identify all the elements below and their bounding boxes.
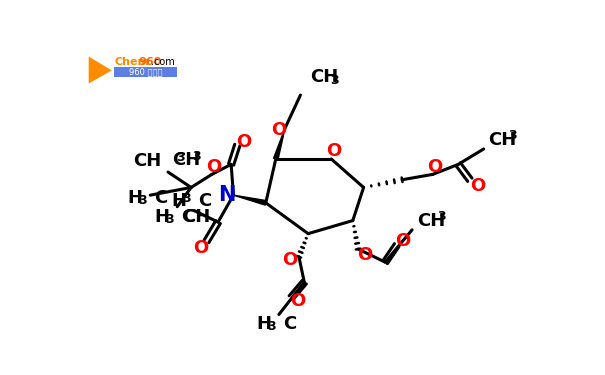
Text: C: C <box>283 315 296 333</box>
Text: O: O <box>193 238 208 256</box>
Text: O: O <box>326 142 341 160</box>
Text: 3: 3 <box>192 150 201 163</box>
Polygon shape <box>273 128 285 160</box>
Text: H: H <box>128 189 143 207</box>
Text: CH: CH <box>417 211 445 230</box>
Text: O: O <box>282 251 297 269</box>
Text: C: C <box>181 209 194 226</box>
Polygon shape <box>234 195 266 205</box>
Text: O: O <box>271 121 287 139</box>
Text: H: H <box>154 209 169 226</box>
Text: O: O <box>206 158 221 176</box>
Text: O: O <box>470 177 485 195</box>
Text: 3: 3 <box>330 74 338 87</box>
Text: H: H <box>256 315 271 333</box>
Text: C: C <box>154 189 168 207</box>
Text: CH: CH <box>310 68 338 86</box>
Text: C: C <box>198 192 211 210</box>
Text: O: O <box>290 292 305 310</box>
Text: CH: CH <box>134 152 162 170</box>
Text: 3: 3 <box>139 194 147 207</box>
Text: 3: 3 <box>183 192 191 206</box>
Text: CH: CH <box>182 209 210 226</box>
Text: .com: .com <box>151 57 175 67</box>
Text: O: O <box>357 246 372 264</box>
Text: CH: CH <box>172 151 201 169</box>
Text: 3: 3 <box>508 129 517 142</box>
Text: 960: 960 <box>139 57 162 67</box>
Text: 3: 3 <box>267 320 276 333</box>
Text: 3: 3 <box>176 151 185 164</box>
Text: 3: 3 <box>166 213 174 226</box>
Text: O: O <box>236 133 251 151</box>
Text: N: N <box>218 185 236 205</box>
FancyBboxPatch shape <box>114 66 177 77</box>
Text: O: O <box>395 232 410 250</box>
Text: H: H <box>171 192 186 210</box>
Text: 960 化工网: 960 化工网 <box>129 68 162 76</box>
Text: 3: 3 <box>437 210 445 223</box>
Text: O: O <box>427 158 442 176</box>
Text: CH: CH <box>488 131 517 149</box>
Polygon shape <box>89 57 112 84</box>
Text: Chem: Chem <box>114 57 149 67</box>
